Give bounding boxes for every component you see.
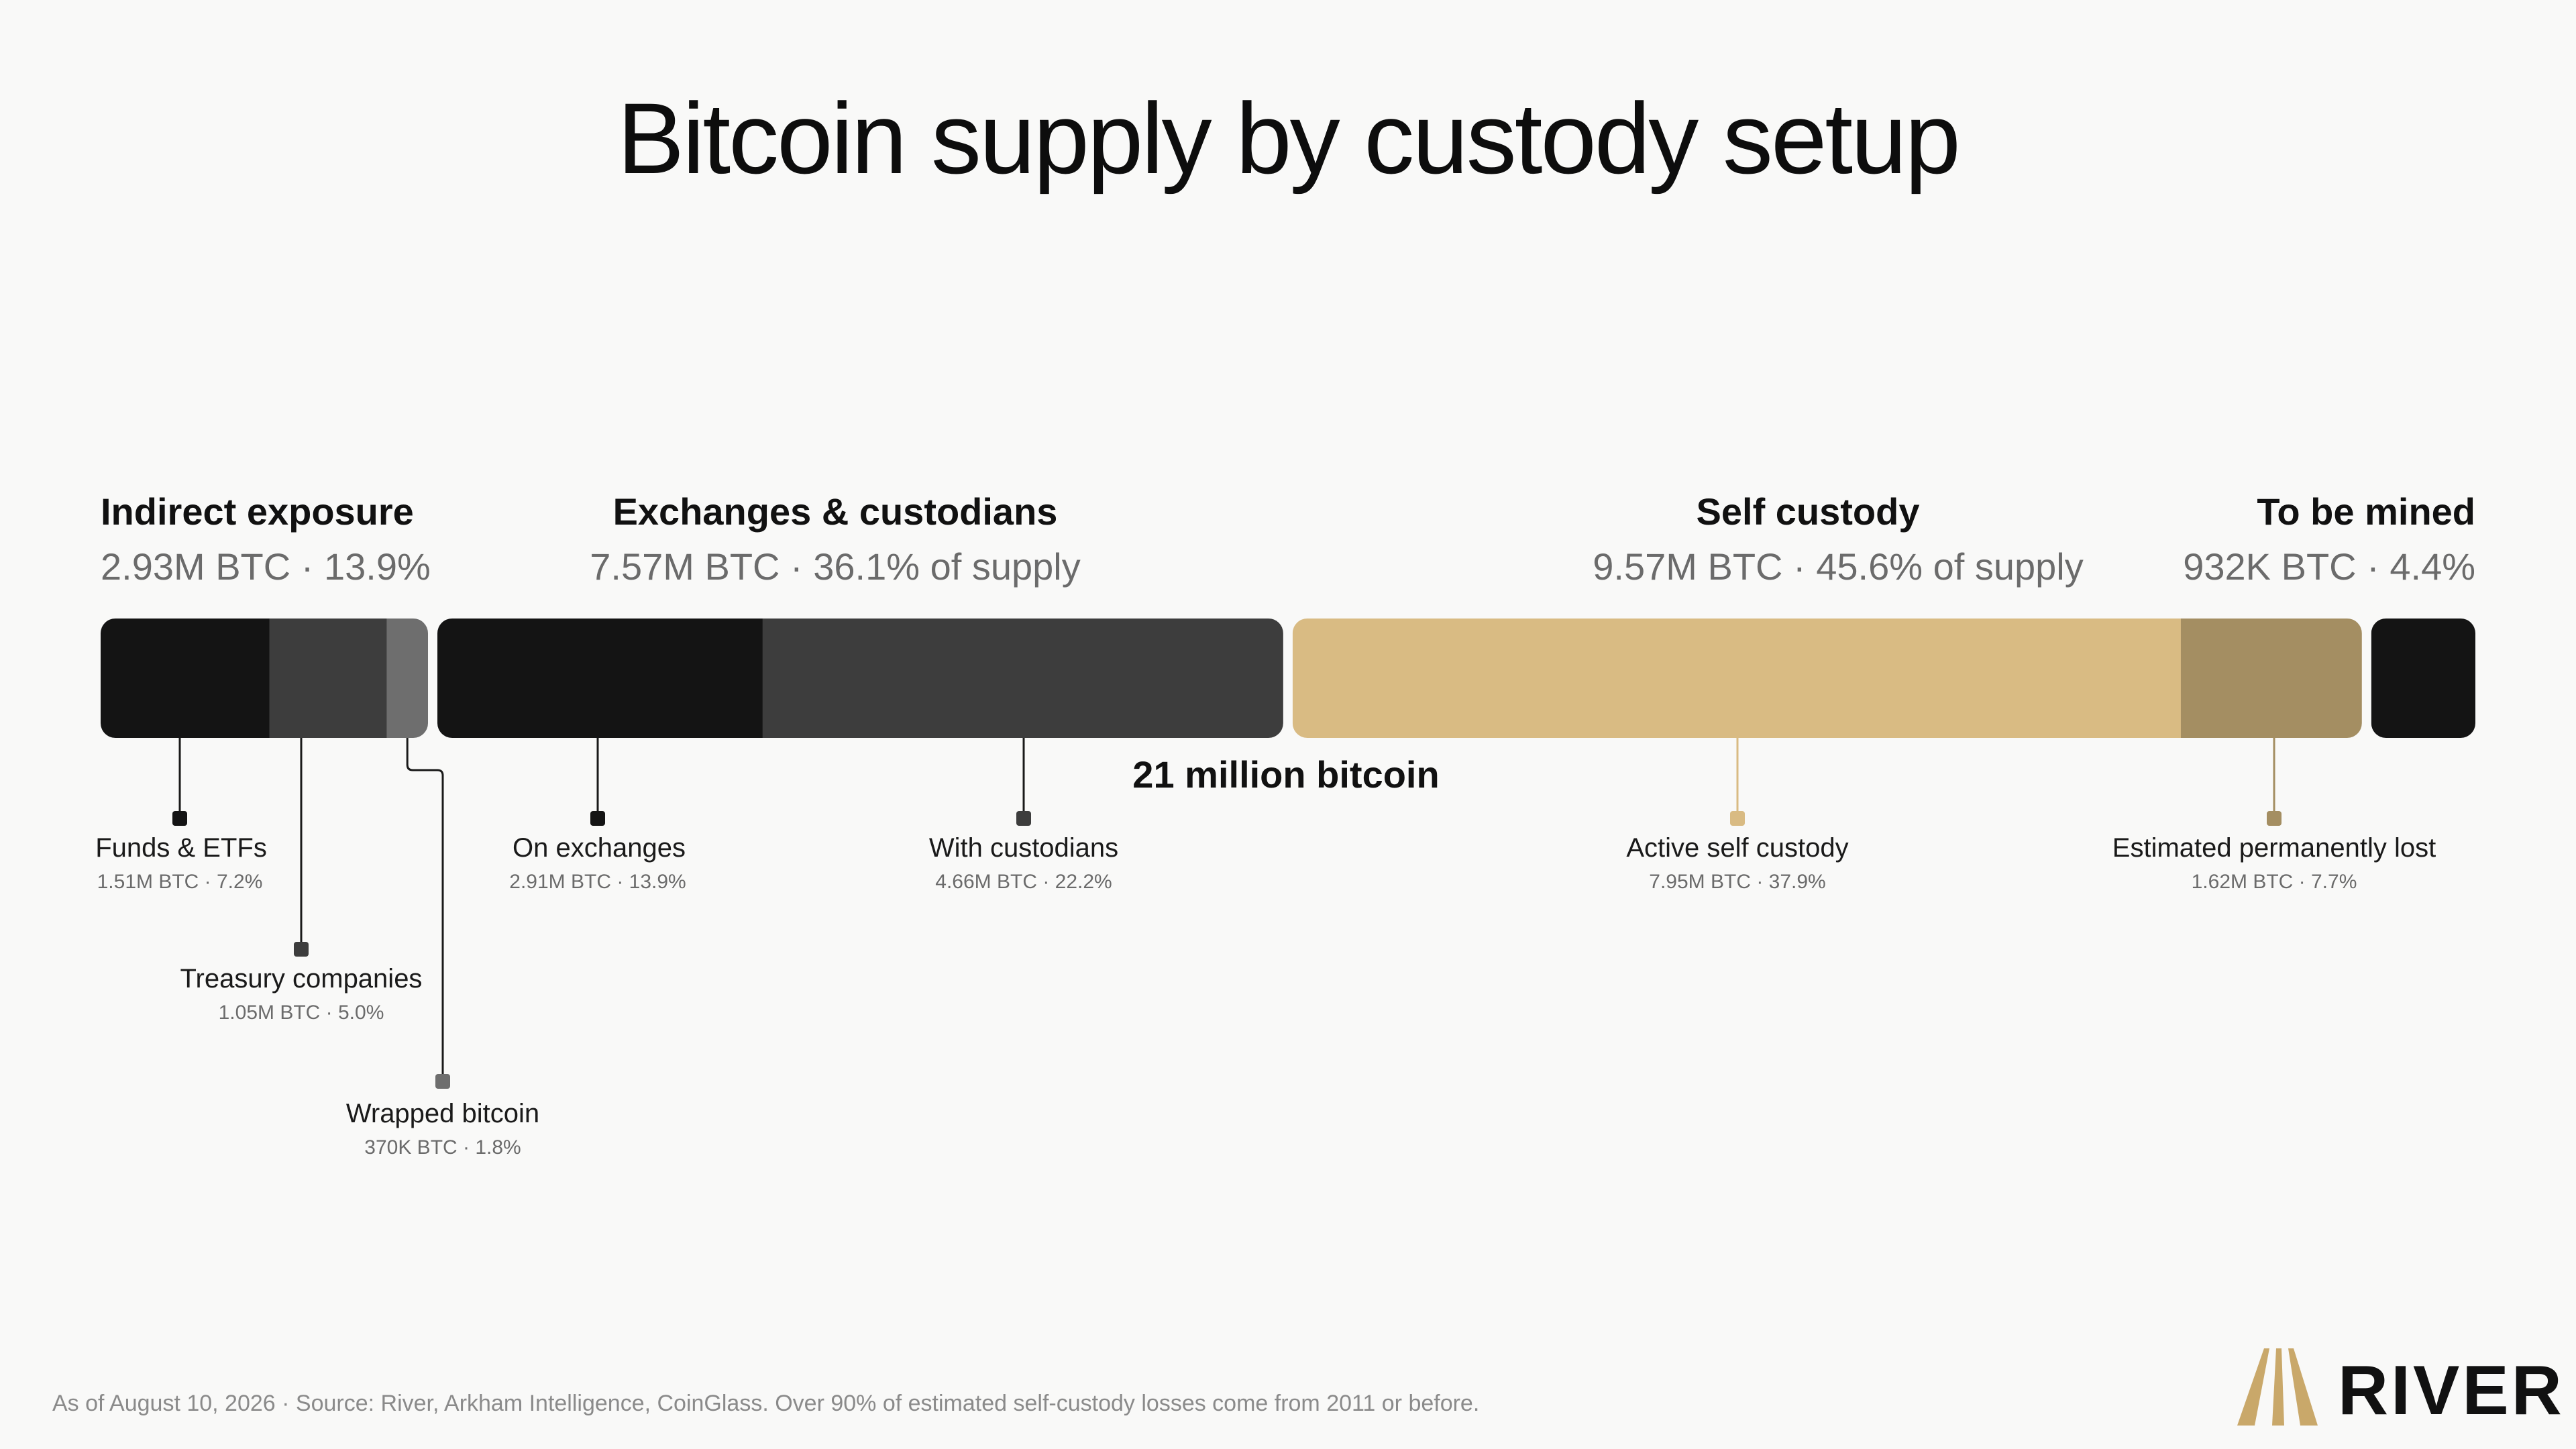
source-footnote: As of August 10, 2026 · Source: River, A…: [52, 1391, 1480, 1416]
segment-label-estimated-permanently-lost: Estimated permanently lost: [2112, 833, 2436, 863]
bar-group-indirect-exposure: [101, 619, 429, 738]
segment-value-estimated-permanently-lost: 1.62M BTC · 7.7%: [2191, 871, 2357, 893]
marker-funds-etfs: [172, 811, 187, 826]
bar-layer: [101, 619, 2476, 738]
group-label-indirect-exposure: Indirect exposure: [101, 490, 414, 533]
segment-value-active-self-custody: 7.95M BTC · 37.9%: [1649, 871, 1826, 893]
segment-label-funds-etfs: Funds & ETFs: [95, 833, 267, 863]
bar-group-exchanges-custodians: [437, 619, 1283, 738]
marker-active-self-custody: [1730, 811, 1745, 826]
brand-logo: RIVER: [2237, 1348, 2562, 1430]
marker-with-custodians: [1016, 811, 1031, 826]
segment-label-on-exchanges: On exchanges: [513, 833, 686, 863]
chart-title: Bitcoin supply by custody setup: [617, 82, 1961, 195]
marker-estimated-permanently-lost: [2267, 811, 2282, 826]
bar-segment-on-exchanges: [437, 619, 763, 738]
bar-segment-estimated-permanently-lost: [2180, 619, 2362, 738]
group-label-self-custody: Self custody: [1696, 490, 1920, 533]
connector-layer: [172, 738, 2282, 1089]
segment-value-with-custodians: 4.66M BTC · 22.2%: [935, 871, 1112, 893]
marker-on-exchanges: [590, 811, 605, 826]
segment-label-wrapped-bitcoin: Wrapped bitcoin: [345, 1099, 540, 1128]
bar-segment-treasury-companies: [269, 619, 387, 738]
group-label-to-be-mined: To be mined: [2257, 490, 2475, 533]
bar-group-to-be-mined: [2371, 619, 2476, 738]
group-value-indirect-exposure: 2.93M BTC · 13.9%: [101, 545, 431, 588]
segment-label-treasury-companies: Treasury companies: [180, 964, 423, 994]
segment-value-on-exchanges: 2.91M BTC · 13.9%: [509, 871, 686, 893]
bar-segment-with-custodians: [762, 619, 1283, 738]
group-label-exchanges-custodians: Exchanges & custodians: [612, 490, 1058, 533]
group-value-to-be-mined: 932K BTC · 4.4%: [2183, 545, 2475, 588]
total-supply-label: 21 million bitcoin: [1132, 753, 1440, 796]
river-logo-icon: [2237, 1348, 2318, 1426]
bar-segment-funds-etfs: [101, 619, 270, 738]
segment-value-treasury-companies: 1.05M BTC · 5.0%: [218, 1002, 384, 1024]
bar-group-self-custody: [1292, 619, 2362, 738]
bar-segment-wrapped-bitcoin: [386, 619, 429, 738]
connector-wrapped-bitcoin: [406, 738, 444, 1075]
segment-value-wrapped-bitcoin: 370K BTC · 1.8%: [364, 1136, 521, 1159]
brand-name: RIVER: [2338, 1352, 2565, 1430]
segment-label-active-self-custody: Active self custody: [1626, 833, 1849, 863]
segment-value-funds-etfs: 1.51M BTC · 7.2%: [97, 871, 263, 893]
bar-segment-to-be-mined: [2371, 619, 2476, 738]
marker-treasury-companies: [294, 942, 309, 957]
segment-label-with-custodians: With custodians: [928, 833, 1119, 863]
group-value-self-custody: 9.57M BTC · 45.6% of supply: [1593, 545, 2084, 588]
bar-segment-active-self-custody: [1292, 619, 2182, 738]
group-value-exchanges-custodians: 7.57M BTC · 36.1% of supply: [590, 545, 1081, 588]
marker-wrapped-bitcoin: [435, 1074, 450, 1089]
